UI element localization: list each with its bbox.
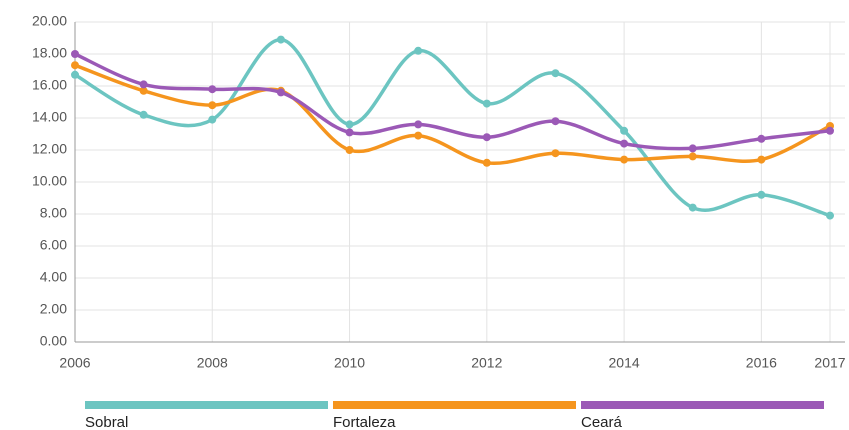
legend-label: Fortaleza: [333, 414, 396, 430]
data-point: [826, 211, 834, 220]
data-point: [208, 101, 217, 110]
legend-swatch: [581, 401, 824, 409]
y-tick-label: 14.00: [32, 109, 67, 125]
data-point: [414, 131, 423, 140]
y-tick-label: 4.00: [40, 269, 67, 285]
data-point: [757, 134, 766, 143]
data-point: [551, 149, 560, 158]
data-point: [208, 115, 217, 124]
data-point: [139, 110, 148, 119]
x-tick-label: 2006: [59, 355, 90, 371]
series-line: [74, 63, 831, 166]
data-point: [345, 120, 354, 129]
data-point: [345, 128, 354, 137]
data-point: [276, 35, 285, 44]
series-line: [74, 52, 831, 151]
data-point: [620, 139, 629, 148]
data-point: [208, 85, 217, 94]
legend-swatch: [333, 401, 576, 409]
y-tick-label: 0.00: [40, 333, 67, 349]
data-point: [688, 152, 697, 161]
x-tick-label: 2010: [334, 355, 365, 371]
series-line: [74, 37, 831, 218]
y-tick-label: 18.00: [32, 45, 67, 61]
data-point: [620, 126, 629, 135]
legend-label: Sobral: [85, 414, 128, 430]
data-point: [826, 126, 834, 135]
x-tick-label: 2016: [746, 355, 777, 371]
data-point: [414, 46, 423, 55]
x-tick-label: 2017: [814, 355, 845, 371]
data-point: [757, 190, 766, 199]
data-point: [551, 69, 560, 78]
data-point: [620, 155, 629, 164]
x-tick-label: 2014: [609, 355, 640, 371]
y-tick-label: 16.00: [32, 77, 67, 93]
data-point: [757, 155, 766, 164]
y-tick-label: 12.00: [32, 141, 67, 157]
data-point: [71, 50, 79, 58]
data-point: [482, 133, 491, 142]
data-point: [551, 117, 560, 126]
data-point: [139, 86, 148, 95]
data-point: [139, 80, 148, 89]
data-point: [71, 70, 79, 79]
data-point: [414, 120, 423, 129]
data-point: [482, 158, 491, 167]
data-point: [688, 203, 697, 212]
legend-swatch: [85, 401, 328, 409]
y-tick-label: 6.00: [40, 237, 67, 253]
x-tick-label: 2012: [471, 355, 502, 371]
data-point: [482, 99, 491, 108]
y-tick-label: 8.00: [40, 205, 67, 221]
data-point: [71, 61, 79, 70]
legend-label: Ceará: [581, 414, 623, 430]
y-tick-label: 20.00: [32, 13, 67, 29]
y-tick-label: 2.00: [40, 301, 67, 317]
data-point: [276, 88, 285, 97]
data-point: [345, 146, 354, 154]
y-tick-label: 10.00: [32, 173, 67, 189]
data-point: [688, 144, 697, 153]
x-tick-label: 2008: [197, 355, 228, 371]
